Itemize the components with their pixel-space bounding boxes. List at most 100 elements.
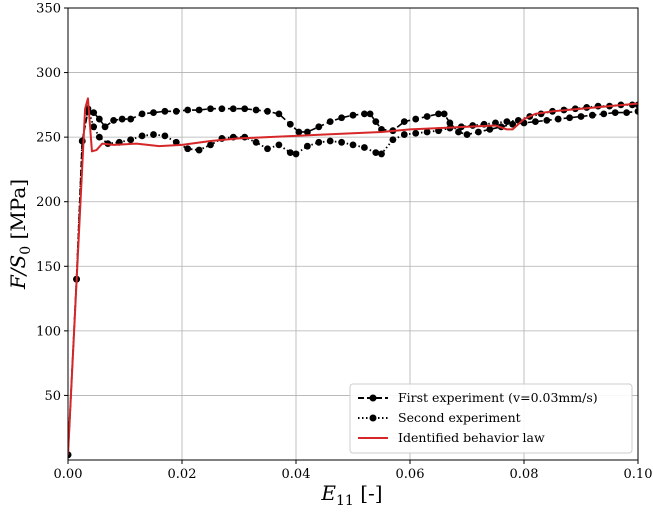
data-point xyxy=(90,109,98,117)
data-point xyxy=(423,113,431,120)
legend-entry-second-experiment: Second experiment xyxy=(358,410,521,425)
data-point xyxy=(600,110,608,118)
data-point xyxy=(252,138,260,146)
series-line xyxy=(68,107,638,455)
data-point xyxy=(252,106,260,114)
data-point xyxy=(127,115,135,123)
legend-label-second-experiment: Second experiment xyxy=(398,410,521,425)
data-point xyxy=(264,107,271,115)
data-point xyxy=(361,110,368,118)
data-point xyxy=(229,105,237,113)
data-point xyxy=(207,105,214,113)
data-point xyxy=(361,144,368,151)
data-point xyxy=(412,115,420,123)
data-point xyxy=(326,137,334,145)
ticks: 0.00 0.02 0.04 0.06 0.08 0.10 50 100 150 200 250 30… xyxy=(36,2,652,483)
data-point xyxy=(503,118,511,126)
y-tick-label: 200 xyxy=(36,195,61,210)
x-tick-label: 0.04 xyxy=(282,467,311,482)
data-point xyxy=(304,142,311,150)
data-point xyxy=(286,120,294,128)
data-point xyxy=(509,120,516,128)
data-point xyxy=(634,107,638,115)
x-axis-label: E11 [-] xyxy=(320,481,382,509)
data-point xyxy=(90,123,98,131)
data-point xyxy=(241,105,249,113)
data-point xyxy=(286,149,294,157)
data-point xyxy=(440,110,448,118)
legend: First experiment (v=0.03mm/s) Second exp… xyxy=(349,383,633,454)
data-point xyxy=(138,132,146,140)
legend-box xyxy=(349,383,633,454)
data-point xyxy=(292,150,300,158)
data-point xyxy=(349,141,357,149)
data-point xyxy=(611,109,619,117)
data-point xyxy=(475,128,482,136)
y-tick-label: 250 xyxy=(36,131,61,146)
data-point xyxy=(400,131,408,138)
data-point xyxy=(532,118,539,126)
y-axis-label: F/S0 [MPa] xyxy=(6,179,34,290)
data-point xyxy=(172,138,180,146)
data-point xyxy=(184,145,192,153)
data-point xyxy=(150,109,157,117)
y-tick-label: 350 xyxy=(36,2,61,17)
data-point xyxy=(95,115,103,123)
series-line xyxy=(68,97,638,455)
legend-entry-identified-law: Identified behavior law xyxy=(358,430,545,445)
data-point xyxy=(412,129,420,137)
data-point xyxy=(455,128,462,136)
data-point xyxy=(118,115,126,123)
x-tick-label: 0.06 xyxy=(396,467,425,482)
data-point xyxy=(326,118,334,126)
data-point xyxy=(366,110,374,118)
data-point xyxy=(172,107,180,115)
data-point xyxy=(138,110,146,118)
plot-frame xyxy=(67,7,639,461)
data-point xyxy=(589,111,596,119)
data-point xyxy=(446,119,454,127)
data-point xyxy=(389,136,397,144)
data-point xyxy=(554,115,562,123)
data-point xyxy=(161,132,169,140)
data-point xyxy=(127,136,135,144)
x-tick-label: 0.00 xyxy=(54,467,83,482)
data-point xyxy=(400,118,408,126)
data-point xyxy=(161,107,169,115)
data-point xyxy=(195,146,203,154)
legend-entry-first-experiment: First experiment (v=0.03mm/s) xyxy=(358,390,598,405)
data-point xyxy=(486,125,494,133)
data-point xyxy=(264,145,271,153)
data-point xyxy=(95,133,103,141)
data-point xyxy=(623,109,630,117)
y-tick-label: 300 xyxy=(36,66,61,81)
data-point xyxy=(150,131,157,138)
data-point xyxy=(423,128,431,136)
data-point xyxy=(78,137,86,145)
y-tick-label: 150 xyxy=(36,260,61,275)
data-point xyxy=(315,123,323,131)
legend-label-identified-law: Identified behavior law xyxy=(398,430,545,445)
data-point xyxy=(295,128,303,136)
data-point xyxy=(378,150,385,158)
data-point xyxy=(315,138,323,146)
data-point xyxy=(372,118,380,126)
legend-label-first-experiment: First experiment (v=0.03mm/s) xyxy=(398,390,598,405)
data-point xyxy=(184,106,192,114)
data-point xyxy=(372,149,380,157)
data-point xyxy=(218,105,226,113)
data-point xyxy=(101,123,109,131)
data-point xyxy=(338,138,345,146)
data-point xyxy=(543,116,551,124)
data-point xyxy=(338,114,345,122)
x-tick-label: 0.08 xyxy=(510,467,539,482)
series-3 xyxy=(68,97,638,455)
data-point xyxy=(304,128,311,136)
data-point xyxy=(207,141,214,149)
series-1 xyxy=(68,105,638,459)
series-layer xyxy=(68,97,638,459)
x-tick-label: 0.10 xyxy=(624,467,653,482)
data-point xyxy=(349,111,357,119)
data-point xyxy=(566,114,573,122)
